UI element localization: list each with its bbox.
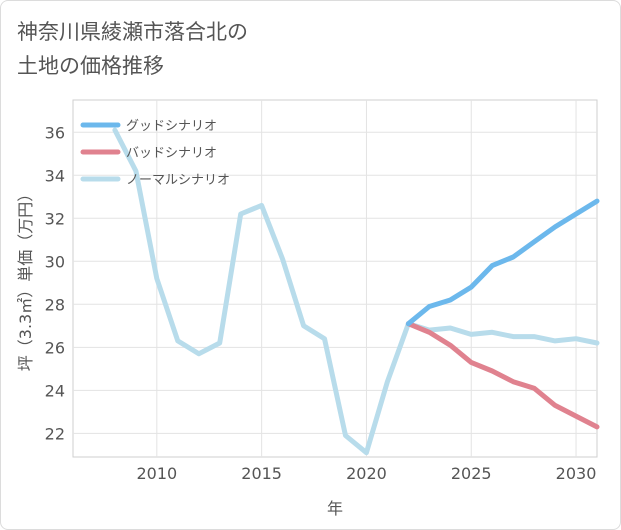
x-axis-label: 年 [327, 499, 343, 518]
y-tick-label: 28 [45, 295, 65, 314]
y-axis-label: 坪（3.3㎡）単価（万円） [16, 186, 35, 371]
chart-title-line-2: 土地の価格推移 [17, 54, 164, 78]
series-line-2 [405, 321, 600, 430]
y-tick-label: 26 [45, 338, 65, 357]
x-tick-label: 2025 [451, 464, 492, 483]
legend-label: ノーマルシナリオ [126, 173, 230, 188]
y-tick-label: 34 [45, 166, 65, 185]
y-tick-label: 24 [45, 381, 65, 400]
series-line-1 [405, 198, 600, 327]
y-tick-label: 22 [45, 424, 65, 443]
series-line-3 [112, 127, 600, 456]
x-tick-label: 2015 [241, 464, 282, 483]
x-tick-label: 2010 [136, 464, 177, 483]
y-tick-label: 36 [45, 123, 65, 142]
x-tick-label: 2020 [346, 464, 387, 483]
chart-title: 神奈川県綾瀬市落合北の 土地の価格推移 [17, 15, 248, 83]
y-tick-label: 32 [45, 209, 65, 228]
chart-title-line-1: 神奈川県綾瀬市落合北の [17, 20, 248, 44]
legend-label: バッドシナリオ [126, 146, 217, 161]
x-tick-label: 2030 [556, 464, 597, 483]
y-tick-label: 30 [45, 252, 65, 271]
legend-label: グッドシナリオ [126, 119, 217, 134]
